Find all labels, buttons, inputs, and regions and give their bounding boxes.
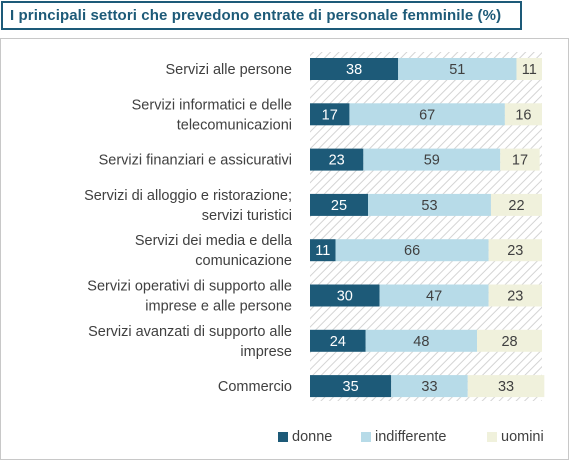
data-label: 16: [515, 107, 531, 123]
legend-label: uomini: [501, 429, 544, 445]
bar-segment-donne: [310, 284, 380, 307]
bar-segment-indifferente: [363, 148, 501, 171]
bar-segment-indifferente: [391, 375, 468, 398]
data-label: 23: [507, 289, 523, 305]
bar-segment-indifferente: [365, 329, 478, 352]
category-label: telecomunicazioni: [177, 117, 292, 133]
category-label: Servizi informatici e delle: [132, 97, 292, 113]
data-label: 53: [421, 198, 437, 214]
bar-segment-indifferente: [335, 239, 489, 262]
data-label: 23: [507, 243, 523, 259]
bar-segment-uomini: [500, 148, 540, 171]
bar-segment-donne: [310, 375, 392, 398]
category-label: comunicazione: [195, 253, 292, 269]
category-label: imprese e alle persone: [145, 299, 292, 315]
category-label: imprese: [240, 344, 292, 360]
data-label: 47: [426, 289, 442, 305]
data-label: 51: [449, 62, 465, 78]
data-label: 17: [322, 107, 338, 123]
data-label: 59: [424, 153, 440, 169]
bar-segment-donne: [310, 58, 399, 80]
bar-segment-uomini: [467, 375, 545, 398]
bar-segment-uomini: [504, 103, 542, 126]
data-label: 33: [421, 379, 437, 395]
category-label: Servizi operativi di supporto alle: [87, 279, 292, 295]
data-label: 48: [413, 334, 429, 350]
category-label: Servizi alle persone: [165, 62, 292, 78]
chart-title: I principali settori che prevedono entra…: [1, 1, 522, 30]
bar-segment-indifferente: [398, 58, 517, 80]
category-label: Servizi dei media e della: [135, 233, 293, 249]
data-label: 24: [330, 334, 346, 350]
bar-segment-uomini: [477, 329, 542, 352]
category-label: Commercio: [218, 379, 292, 395]
plot-area: [0, 38, 569, 460]
legend-swatch-uomini: [487, 432, 497, 442]
category-label: Servizi finanziari e assicurativi: [99, 153, 292, 169]
data-label: 66: [404, 243, 420, 259]
category-label: Servizi di alloggio e ristorazione;: [84, 188, 292, 204]
legend-swatch-indifferente: [361, 432, 371, 442]
bar-segment-uomini: [516, 58, 542, 80]
bar-segment-indifferente: [379, 284, 489, 307]
data-label: 35: [343, 379, 359, 395]
bar-segment-donne: [310, 239, 336, 262]
bar-segment-donne: [310, 193, 368, 216]
data-label: 22: [508, 198, 524, 214]
bar-segment-uomini: [488, 284, 542, 307]
data-label: 28: [501, 334, 517, 350]
data-label: 38: [346, 62, 362, 78]
bar-segment-indifferente: [349, 103, 505, 126]
data-label: 25: [331, 198, 347, 214]
data-label: 11: [522, 62, 537, 78]
legend-swatch-donne: [278, 432, 288, 442]
data-label: 11: [315, 243, 330, 259]
category-label: Servizi avanzati di supporto alle: [88, 324, 292, 340]
data-label: 67: [419, 107, 435, 123]
legend-label: indifferente: [375, 429, 446, 445]
bar-segment-uomini: [488, 239, 542, 262]
bar-segment-indifferente: [368, 193, 491, 216]
legend-label: donne: [292, 429, 332, 445]
data-label: 30: [337, 289, 353, 305]
data-label: 33: [498, 379, 514, 395]
data-label: 17: [512, 153, 528, 169]
data-label: 23: [329, 153, 345, 169]
category-label: servizi turistici: [202, 208, 292, 224]
bar-segment-donne: [310, 103, 350, 126]
bar-segment-donne: [310, 148, 364, 171]
bar-segment-uomini: [490, 193, 542, 216]
bar-segment-donne: [310, 329, 366, 352]
